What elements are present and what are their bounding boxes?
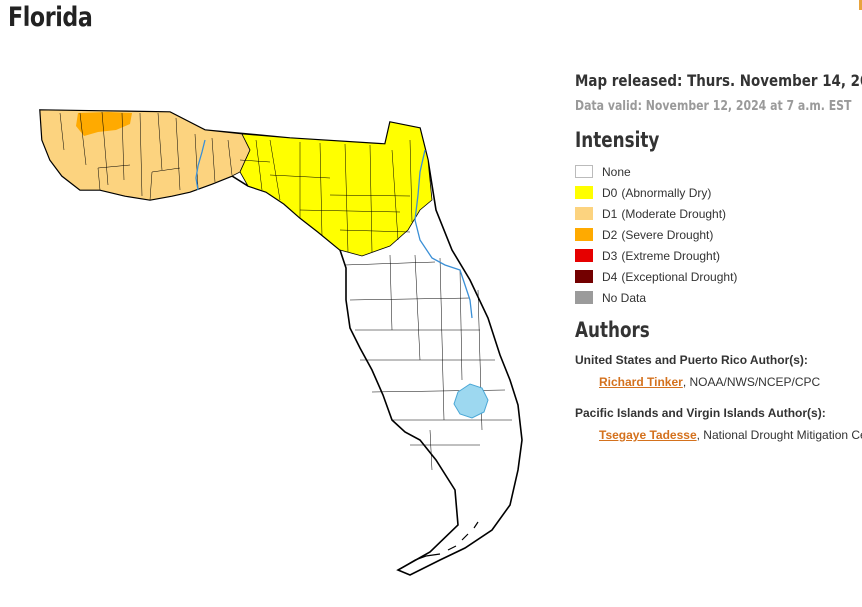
data-valid-date: Data valid: November 12, 2024 at 7 a.m. … — [575, 99, 852, 114]
lake-okeechobee — [453, 383, 489, 419]
legend-label: No Data — [602, 290, 647, 305]
author-group-us-pr: United States and Puerto Rico Author(s):… — [575, 353, 820, 389]
legend-label: None — [602, 164, 631, 179]
corner-mark — [859, 0, 862, 10]
legend-swatch-none — [575, 165, 593, 178]
intensity-heading: Intensity — [575, 128, 660, 152]
author-link[interactable]: Richard Tinker — [599, 375, 683, 389]
legend-swatch-d3 — [575, 249, 593, 262]
author-affiliation: , National Drought Mitigation Center — [696, 428, 862, 442]
legend-label: (Extreme Drought) — [621, 248, 721, 263]
intensity-legend: None D0 (Abnormally Dry) D1 (Moderate Dr… — [575, 161, 737, 308]
author-group-pi-vi: Pacific Islands and Virgin Islands Autho… — [575, 406, 862, 442]
d1-region — [39, 109, 251, 201]
authors-heading: Authors — [575, 318, 650, 342]
author-line: Tsegaye Tadesse, National Drought Mitiga… — [575, 428, 862, 442]
apalachicola-river — [195, 139, 206, 191]
legend-item-d2: D2 (Severe Drought) — [575, 224, 737, 245]
legend-swatch-d2 — [575, 228, 593, 241]
map-released-date: Map released: Thurs. November 14, 2024 — [575, 71, 862, 90]
legend-label: (Abnormally Dry) — [621, 185, 712, 200]
author-link[interactable]: Tsegaye Tadesse — [599, 428, 697, 442]
legend-label: (Severe Drought) — [621, 227, 714, 242]
legend-item-no-data: No Data — [575, 287, 737, 308]
author-affiliation: , NOAA/NWS/NCEP/CPC — [682, 375, 821, 389]
author-group-heading: Pacific Islands and Virgin Islands Autho… — [575, 406, 826, 420]
legend-code: D0 — [602, 185, 618, 200]
author-line: Richard Tinker, NOAA/NWS/NCEP/CPC — [575, 375, 820, 389]
legend-item-d3: D3 (Extreme Drought) — [575, 245, 737, 266]
legend-swatch-d0 — [575, 186, 593, 199]
legend-swatch-d1 — [575, 207, 593, 220]
legend-item-d4: D4 (Exceptional Drought) — [575, 266, 737, 287]
d0-region — [239, 121, 433, 257]
legend-label: (Moderate Drought) — [621, 206, 727, 221]
legend-item-d0: D0 (Abnormally Dry) — [575, 182, 737, 203]
florida-keys — [397, 521, 479, 571]
legend-label: (Exceptional Drought) — [621, 269, 738, 284]
legend-code: D3 — [602, 248, 618, 263]
legend-code: D2 — [602, 227, 618, 242]
d2-region — [76, 112, 132, 136]
legend-code: D4 — [602, 269, 618, 284]
county-lines — [59, 111, 512, 471]
legend-item-none: None — [575, 161, 737, 182]
legend-item-d1: D1 (Moderate Drought) — [575, 203, 737, 224]
page-title: Florida — [8, 2, 93, 33]
st-johns-river — [414, 149, 473, 319]
florida-drought-map — [39, 109, 523, 576]
legend-code: D1 — [602, 206, 618, 221]
legend-swatch-d4 — [575, 270, 593, 283]
legend-swatch-no-data — [575, 291, 593, 304]
author-group-heading: United States and Puerto Rico Author(s): — [575, 353, 808, 367]
